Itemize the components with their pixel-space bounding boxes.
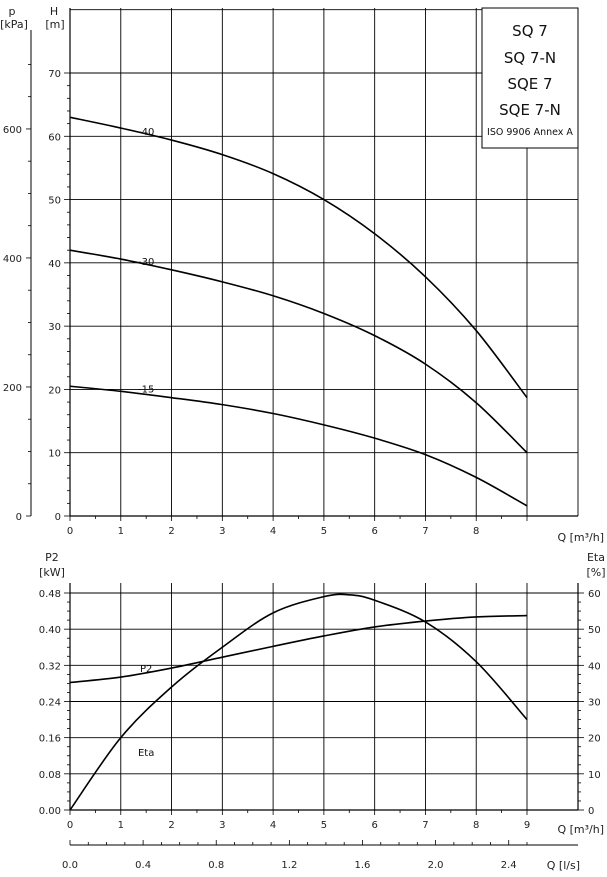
power-chart-x-axis-label: Q [m³/h] <box>557 823 604 836</box>
head-chart-x-axis-label: Q [m³/h] <box>557 531 604 544</box>
power-axis-label: P2 <box>45 551 59 564</box>
head-tick-label: 20 <box>48 385 61 396</box>
title-line-4: SQE 7-N <box>499 101 561 119</box>
eta-curve <box>69 593 528 811</box>
head-curve-label: -30 <box>138 257 154 268</box>
power-tick-label: 0.32 <box>39 661 61 672</box>
efficiency-tick-label: 60 <box>588 589 601 600</box>
flow-ls-tick-label: 0.0 <box>62 860 78 871</box>
power-chart-ticks: 0.000.080.160.240.320.400.48010203040506… <box>39 589 601 871</box>
power-axis-unit: [kW] <box>39 566 65 579</box>
power-tick-label: 0.08 <box>39 770 61 781</box>
title-box: SQ 7 SQ 7-N SQE 7 SQE 7-N ISO 9906 Annex… <box>481 7 579 149</box>
flow-ls-tick-label: 2.4 <box>501 860 517 871</box>
efficiency-tick-label: 40 <box>588 661 601 672</box>
head-axis-unit: [m] <box>45 18 64 31</box>
flow-tick-label: 2 <box>168 820 174 831</box>
flow-tick-label: 5 <box>321 820 327 831</box>
pressure-tick-label: 0 <box>16 512 22 523</box>
head-axis-label: H <box>50 5 58 18</box>
pressure-tick-label: 600 <box>3 125 22 136</box>
flow-tick-label: 4 <box>270 820 276 831</box>
flow-ls-axis-label: Q [l/s] <box>547 859 580 872</box>
flow-tick-label: 1 <box>118 820 124 831</box>
flow-tick-label: 6 <box>371 820 377 831</box>
title-box-frame <box>481 7 579 149</box>
flow-tick-label: 7 <box>422 526 428 537</box>
power-tick-label: 0.48 <box>39 589 61 600</box>
flow-tick-label: 1 <box>118 526 124 537</box>
head-curves: -40 -30 -15 <box>69 116 528 507</box>
head-chart-ticks: 0 10 20 30 40 50 60 70 0 200 400 600 0 1 2 3 4 5 6 7 8 <box>3 64 528 537</box>
flow-tick-label: 3 <box>219 526 225 537</box>
head-tick-label: 70 <box>48 69 61 80</box>
pressure-tick-label: 200 <box>3 383 22 394</box>
efficiency-tick-label: 20 <box>588 734 601 745</box>
p2-curve <box>69 614 528 684</box>
flow-ls-tick-label: 0.8 <box>208 860 224 871</box>
efficiency-axis-label: Eta <box>587 551 605 564</box>
flow-ls-tick-label: 1.2 <box>281 860 297 871</box>
flow-ls-tick-label: 1.6 <box>355 860 371 871</box>
flow-tick-label: 2 <box>168 526 174 537</box>
flow-tick-label: 7 <box>422 820 428 831</box>
head-curve-label: -15 <box>138 385 154 396</box>
head-curve-label: -40 <box>138 127 154 138</box>
title-line-1: SQ 7 <box>512 22 548 40</box>
power-chart-grid <box>70 583 578 810</box>
head-tick-label: 10 <box>48 449 61 460</box>
power-efficiency-curves: P2 Eta <box>69 593 528 811</box>
head-tick-label: 60 <box>48 132 61 143</box>
head-tick-label: 40 <box>48 259 61 270</box>
pressure-axis-unit: [kPa] <box>0 18 28 31</box>
pressure-tick-label: 400 <box>3 254 22 265</box>
power-tick-label: 0.40 <box>39 625 61 636</box>
head-curve <box>69 385 528 507</box>
efficiency-tick-label: 30 <box>588 698 601 709</box>
title-line-2: SQ 7-N <box>504 49 556 67</box>
flow-tick-label: 3 <box>219 820 225 831</box>
head-curve <box>69 116 528 399</box>
head-curve <box>69 249 528 454</box>
standard-annotation: ISO 9906 Annex A <box>487 127 573 138</box>
flow-tick-label: 9 <box>524 820 530 831</box>
flow-tick-label: 6 <box>371 526 377 537</box>
flow-tick-label: 0 <box>67 820 73 831</box>
efficiency-tick-label: 50 <box>588 625 601 636</box>
power-tick-label: 0.24 <box>39 698 61 709</box>
head-tick-label: 50 <box>48 196 61 207</box>
efficiency-axis-unit: [%] <box>586 566 605 579</box>
p2-curve-label: P2 <box>140 664 152 675</box>
eta-curve-label: Eta <box>138 748 154 759</box>
head-tick-label: 0 <box>55 512 61 523</box>
efficiency-tick-label: 0 <box>588 806 594 817</box>
head-tick-label: 30 <box>48 322 61 333</box>
flow-tick-label: 5 <box>321 526 327 537</box>
flow-tick-label: 8 <box>473 526 479 537</box>
power-tick-label: 0.16 <box>39 734 61 745</box>
efficiency-tick-label: 10 <box>588 770 601 781</box>
title-line-3: SQE 7 <box>507 75 552 93</box>
flow-ls-tick-label: 0.4 <box>135 860 151 871</box>
pressure-axis-label: p <box>9 5 16 18</box>
flow-tick-label: 4 <box>270 526 276 537</box>
flow-tick-label: 8 <box>473 820 479 831</box>
flow-tick-label: 0 <box>67 526 73 537</box>
power-tick-label: 0.00 <box>39 806 61 817</box>
power-chart-frame <box>69 583 579 846</box>
flow-ls-tick-label: 2.0 <box>428 860 444 871</box>
